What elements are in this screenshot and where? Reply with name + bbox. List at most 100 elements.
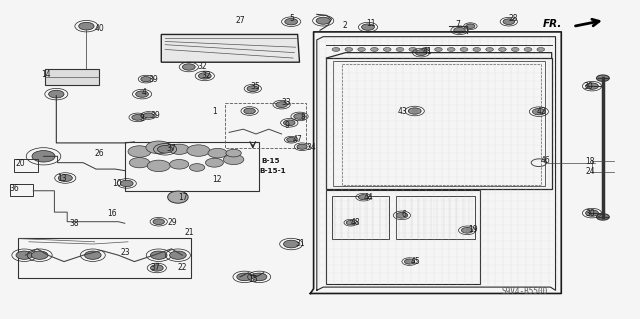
Circle shape xyxy=(358,48,365,51)
Text: B-15-1: B-15-1 xyxy=(260,168,287,174)
Circle shape xyxy=(486,48,493,51)
Circle shape xyxy=(596,214,609,220)
Text: 11: 11 xyxy=(366,19,376,28)
Circle shape xyxy=(223,154,244,165)
Circle shape xyxy=(120,180,133,187)
Text: 38: 38 xyxy=(69,219,79,228)
Text: 20: 20 xyxy=(16,159,26,168)
Circle shape xyxy=(409,48,417,51)
Circle shape xyxy=(182,64,195,70)
Text: 18: 18 xyxy=(586,157,595,166)
Circle shape xyxy=(454,27,465,33)
Circle shape xyxy=(226,149,241,157)
Circle shape xyxy=(586,83,598,89)
Text: 5: 5 xyxy=(289,14,294,23)
Circle shape xyxy=(84,251,101,259)
Text: 2: 2 xyxy=(342,21,347,30)
Text: 45: 45 xyxy=(411,257,420,266)
Circle shape xyxy=(32,151,55,162)
Circle shape xyxy=(586,210,598,216)
Circle shape xyxy=(511,48,519,51)
Text: 30: 30 xyxy=(586,209,595,218)
Text: 37: 37 xyxy=(166,144,176,153)
Text: 40: 40 xyxy=(95,24,104,33)
Circle shape xyxy=(537,48,545,51)
Text: 47: 47 xyxy=(293,135,303,144)
Circle shape xyxy=(447,48,455,51)
Circle shape xyxy=(208,148,227,158)
Text: 10: 10 xyxy=(112,179,122,188)
Polygon shape xyxy=(45,69,99,85)
Text: 4: 4 xyxy=(142,88,147,97)
Circle shape xyxy=(460,48,468,51)
Circle shape xyxy=(499,48,506,51)
Text: 32: 32 xyxy=(202,71,211,80)
Text: 15: 15 xyxy=(248,275,258,284)
Circle shape xyxy=(141,77,151,82)
Text: FR.: FR. xyxy=(543,19,562,29)
Circle shape xyxy=(284,240,299,248)
Text: 9: 9 xyxy=(285,121,290,130)
Circle shape xyxy=(466,24,475,28)
Text: 44: 44 xyxy=(364,193,373,202)
Circle shape xyxy=(297,144,307,149)
Text: 13: 13 xyxy=(58,174,67,182)
Text: 31: 31 xyxy=(296,239,305,248)
Text: 32: 32 xyxy=(197,62,207,71)
Text: 35: 35 xyxy=(251,82,260,91)
Circle shape xyxy=(189,164,205,171)
Circle shape xyxy=(532,108,545,115)
Circle shape xyxy=(150,251,167,259)
Circle shape xyxy=(169,144,189,154)
Circle shape xyxy=(128,146,151,157)
Text: 24: 24 xyxy=(586,167,595,176)
Text: 27: 27 xyxy=(236,16,245,25)
Circle shape xyxy=(276,102,287,108)
Text: 21: 21 xyxy=(184,228,194,237)
Text: 41: 41 xyxy=(422,47,432,56)
Circle shape xyxy=(371,48,378,51)
Circle shape xyxy=(473,48,481,51)
Circle shape xyxy=(205,158,223,167)
Circle shape xyxy=(58,174,72,182)
Circle shape xyxy=(79,22,94,30)
Text: B-15: B-15 xyxy=(261,158,280,164)
Circle shape xyxy=(247,86,259,92)
Text: 16: 16 xyxy=(108,209,117,218)
Circle shape xyxy=(129,158,150,168)
Ellipse shape xyxy=(168,191,188,203)
Circle shape xyxy=(147,160,170,172)
Circle shape xyxy=(170,160,189,169)
Text: 36: 36 xyxy=(10,184,19,193)
Text: 33: 33 xyxy=(282,98,291,107)
Circle shape xyxy=(150,265,163,271)
Circle shape xyxy=(332,48,340,51)
Text: 30: 30 xyxy=(584,82,593,91)
Text: 28: 28 xyxy=(509,14,518,23)
Text: 39: 39 xyxy=(148,75,158,84)
Text: 14: 14 xyxy=(42,70,51,78)
Circle shape xyxy=(244,108,255,114)
Text: 39: 39 xyxy=(150,111,160,120)
Circle shape xyxy=(346,220,355,225)
Polygon shape xyxy=(161,34,300,62)
Circle shape xyxy=(404,259,415,264)
Text: 7: 7 xyxy=(456,20,461,29)
Circle shape xyxy=(362,24,374,30)
Text: 12: 12 xyxy=(212,175,222,184)
Text: 34: 34 xyxy=(306,143,316,152)
Text: 37: 37 xyxy=(150,263,160,272)
Circle shape xyxy=(187,145,210,156)
Circle shape xyxy=(31,251,48,259)
Circle shape xyxy=(157,145,173,153)
Circle shape xyxy=(383,48,391,51)
Text: 8: 8 xyxy=(301,113,305,122)
Text: 1: 1 xyxy=(212,107,217,115)
Text: 29: 29 xyxy=(168,218,177,227)
Circle shape xyxy=(198,73,211,79)
Circle shape xyxy=(396,212,408,218)
Circle shape xyxy=(415,50,427,56)
Circle shape xyxy=(153,219,164,225)
Text: 17: 17 xyxy=(178,193,188,202)
Circle shape xyxy=(16,251,33,259)
